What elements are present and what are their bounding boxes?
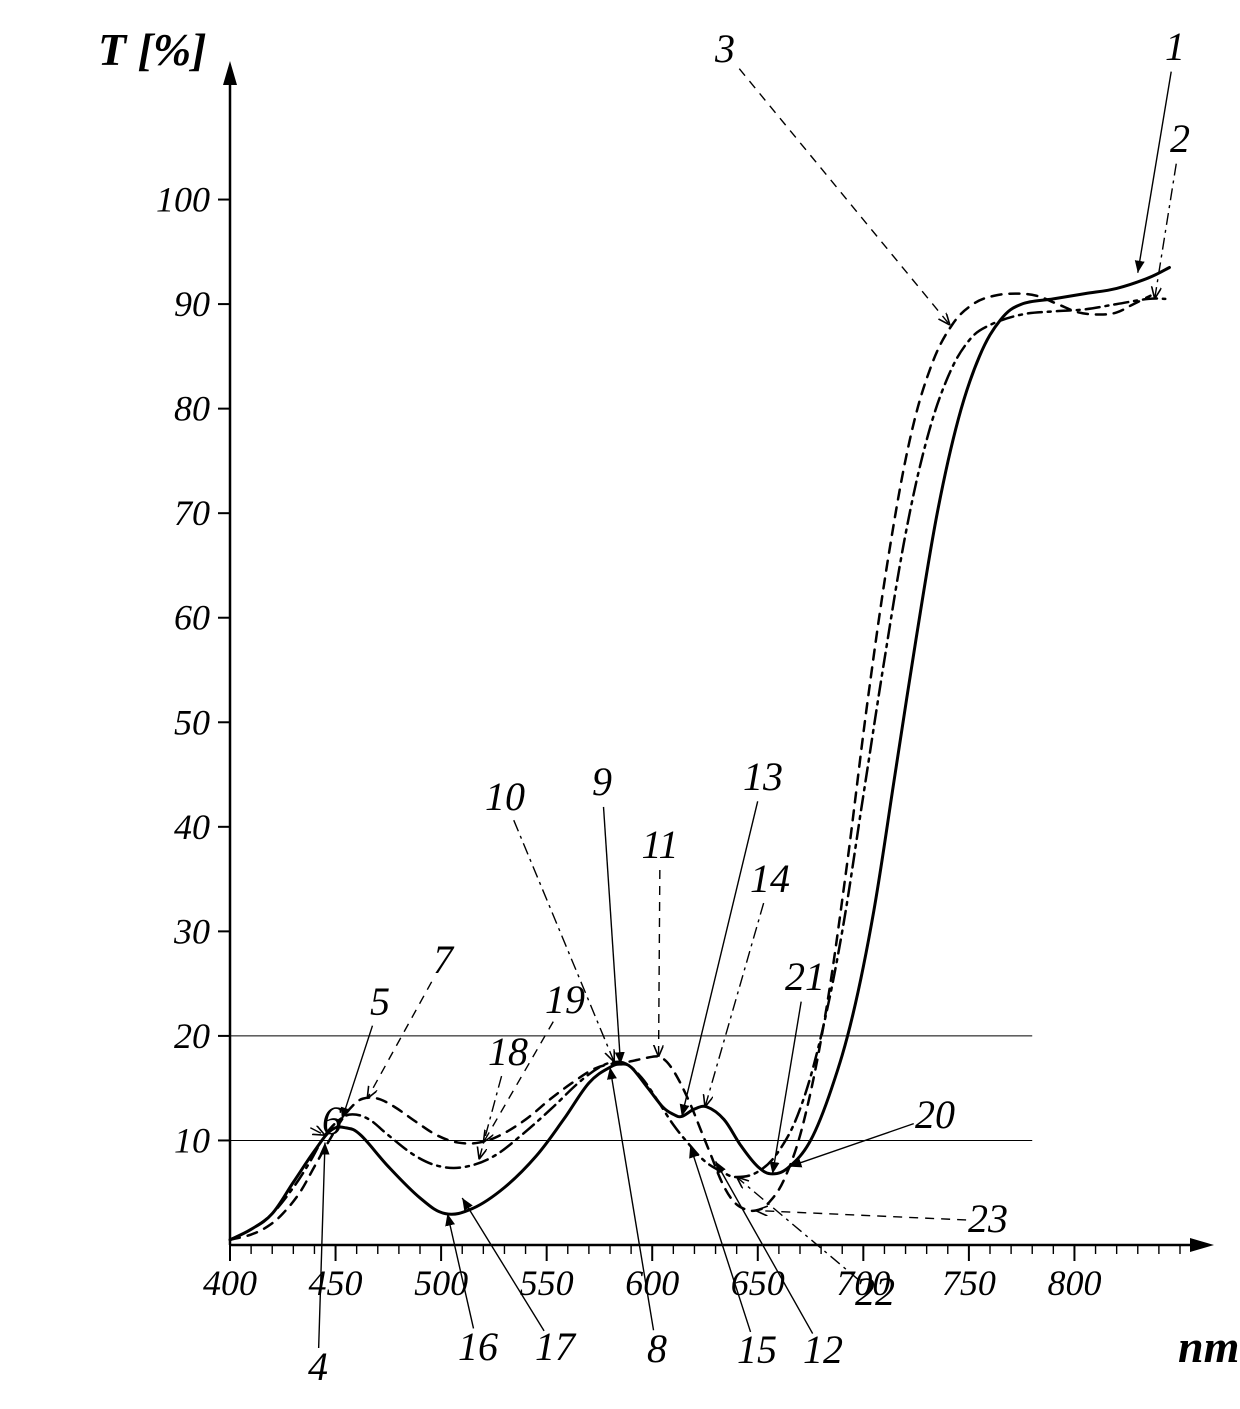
- annotation-label-9: 9: [592, 759, 612, 804]
- annotation-leader-23: [756, 1211, 966, 1220]
- annotation-leader-2: [1155, 164, 1177, 299]
- y-tick-label: 60: [174, 598, 210, 638]
- x-axis-label: nm: [1178, 1321, 1239, 1372]
- y-tick-label: 40: [174, 807, 210, 847]
- annotation-label-8: 8: [647, 1326, 667, 1371]
- annotation-leader-13: [682, 801, 758, 1116]
- series-1: [230, 268, 1169, 1240]
- annotation-label-2: 2: [1170, 116, 1190, 161]
- annotation-leader-3: [739, 69, 950, 325]
- y-tick-label: 30: [173, 911, 210, 951]
- annotation-label-4: 4: [308, 1344, 328, 1389]
- y-tick-label: 100: [156, 180, 210, 220]
- annotation-label-14: 14: [750, 856, 790, 901]
- annotation-label-12: 12: [803, 1327, 843, 1372]
- series-2: [230, 298, 1165, 1239]
- annotation-label-19: 19: [545, 977, 585, 1022]
- annotation-label-20: 20: [915, 1092, 955, 1137]
- annotation-label-5: 5: [370, 979, 390, 1024]
- annotation-leader-10: [514, 820, 614, 1062]
- annotation-leader-15: [690, 1146, 750, 1332]
- annotation-label-18: 18: [488, 1029, 528, 1074]
- y-tick-label: 50: [174, 702, 210, 742]
- x-tick-label: 750: [942, 1263, 996, 1303]
- annotation-label-17: 17: [535, 1324, 577, 1369]
- annotation-label-10: 10: [485, 774, 525, 819]
- transmittance-chart: 1020304050607080901004004505005506006507…: [0, 0, 1240, 1409]
- annotation-label-3: 3: [714, 26, 735, 71]
- x-tick-label: 800: [1047, 1263, 1101, 1303]
- y-tick-label: 20: [174, 1016, 210, 1056]
- annotation-leader-5: [342, 1026, 373, 1120]
- y-tick-label: 10: [174, 1120, 210, 1160]
- annotation-leader-9: [604, 807, 621, 1064]
- y-tick-label: 70: [174, 493, 210, 533]
- x-tick-label: 450: [309, 1263, 363, 1303]
- annotation-label-22: 22: [855, 1269, 895, 1314]
- annotation-label-7: 7: [433, 937, 455, 982]
- annotation-label-21: 21: [785, 954, 825, 999]
- x-tick-label: 400: [203, 1263, 257, 1303]
- annotation-label-11: 11: [641, 822, 678, 867]
- x-tick-label: 550: [520, 1263, 574, 1303]
- y-axis-label: T [%]: [98, 24, 207, 75]
- annotation-label-23: 23: [968, 1196, 1008, 1241]
- annotation-leader-18: [479, 1076, 501, 1159]
- y-tick-label: 80: [174, 389, 210, 429]
- annotation-leader-12: [716, 1161, 813, 1333]
- x-tick-label: 600: [625, 1263, 679, 1303]
- annotation-label-1: 1: [1165, 24, 1185, 69]
- annotation-label-13: 13: [743, 754, 783, 799]
- annotation-label-15: 15: [737, 1327, 777, 1372]
- y-tick-label: 90: [174, 284, 210, 324]
- annotation-label-16: 16: [458, 1324, 498, 1369]
- annotation-label-6: 6: [322, 1098, 342, 1143]
- annotation-leader-14: [705, 903, 764, 1107]
- annotation-leader-1: [1138, 72, 1171, 273]
- annotation-leader-11: [659, 870, 660, 1057]
